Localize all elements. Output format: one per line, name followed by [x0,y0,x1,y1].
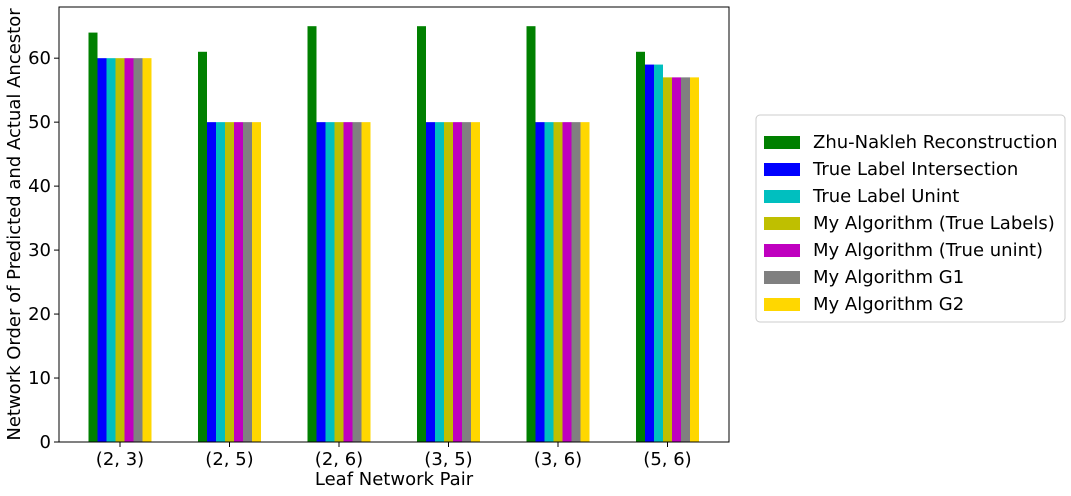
bars-layer [88,26,699,443]
x-axis: (2, 3) (2, 5) (2, 6) (3, 5) (3, 6) (5, 6) [96,442,692,470]
bar [243,122,252,442]
legend-swatch [764,271,800,284]
bar [198,51,207,442]
bar [553,122,563,442]
y-tick-label: 40 [28,176,51,197]
bar [426,122,435,442]
bar [88,32,98,443]
bar [343,122,353,442]
legend-swatch [764,217,800,230]
bar [216,122,225,442]
x-tick-label: (2, 3) [96,449,144,470]
y-tick-label: 50 [28,112,51,133]
bar [361,122,371,442]
y-tick-label: 60 [28,48,51,69]
y-tick-label: 20 [28,304,51,325]
bar [207,122,216,442]
bar [580,122,590,442]
bar [352,122,362,442]
bar [307,26,317,443]
legend-box [755,114,1066,323]
y-tick-label: 10 [28,368,51,389]
legend-label: True Label Intersection [812,159,1018,180]
bar [526,26,536,443]
legend-swatch [764,298,800,311]
bar [654,64,663,442]
bar [444,122,453,442]
bar [672,77,681,442]
x-tick-label: (2, 6) [315,449,363,470]
y-axis-title: Network Order of Predicted and Actual An… [4,8,25,441]
bar [562,122,572,442]
legend-swatch [764,190,800,203]
bar [571,122,581,442]
x-tick-label: (5, 6) [643,449,691,470]
x-axis-title: Leaf Network Pair [315,469,474,490]
y-tick-label: 0 [40,432,51,453]
bar [663,77,672,442]
bar [417,26,426,443]
legend-swatch [764,244,800,257]
bar [106,58,116,442]
bar [690,77,699,442]
bar [234,122,243,442]
y-tick-label: 30 [28,240,51,261]
bar [471,122,480,442]
bar [124,58,134,442]
bar [544,122,554,442]
legend-label: My Algorithm (True unint) [813,240,1043,261]
bar [535,122,545,442]
y-axis: 0 10 20 30 40 50 60 [28,48,59,453]
bar [453,122,462,442]
bar [133,58,143,442]
bar [636,51,645,442]
bar [645,64,654,442]
legend-label: My Algorithm (True Labels) [813,213,1055,234]
bar [142,58,152,442]
legend-label: True Label Unint [812,186,959,207]
x-tick-label: (3, 5) [424,449,472,470]
bar [97,58,107,442]
bar [225,122,234,442]
bar [681,77,690,442]
bar [334,122,344,442]
plot-area-frame [58,6,730,443]
bar [252,122,261,442]
bar [316,122,326,442]
legend-label: My Algorithm G2 [813,294,964,315]
legend-label: Zhu-Nakleh Reconstruction [813,132,1057,153]
bar [115,58,125,442]
legend-swatch [764,163,800,176]
bar [435,122,444,442]
legend-label: My Algorithm G1 [813,267,964,288]
bar [325,122,335,442]
x-tick-label: (2, 5) [205,449,253,470]
legend: Zhu-Nakleh Reconstruction True Label Inte… [755,114,1066,323]
legend-swatch [764,136,800,149]
x-tick-label: (3, 6) [534,449,582,470]
bar [462,122,471,442]
